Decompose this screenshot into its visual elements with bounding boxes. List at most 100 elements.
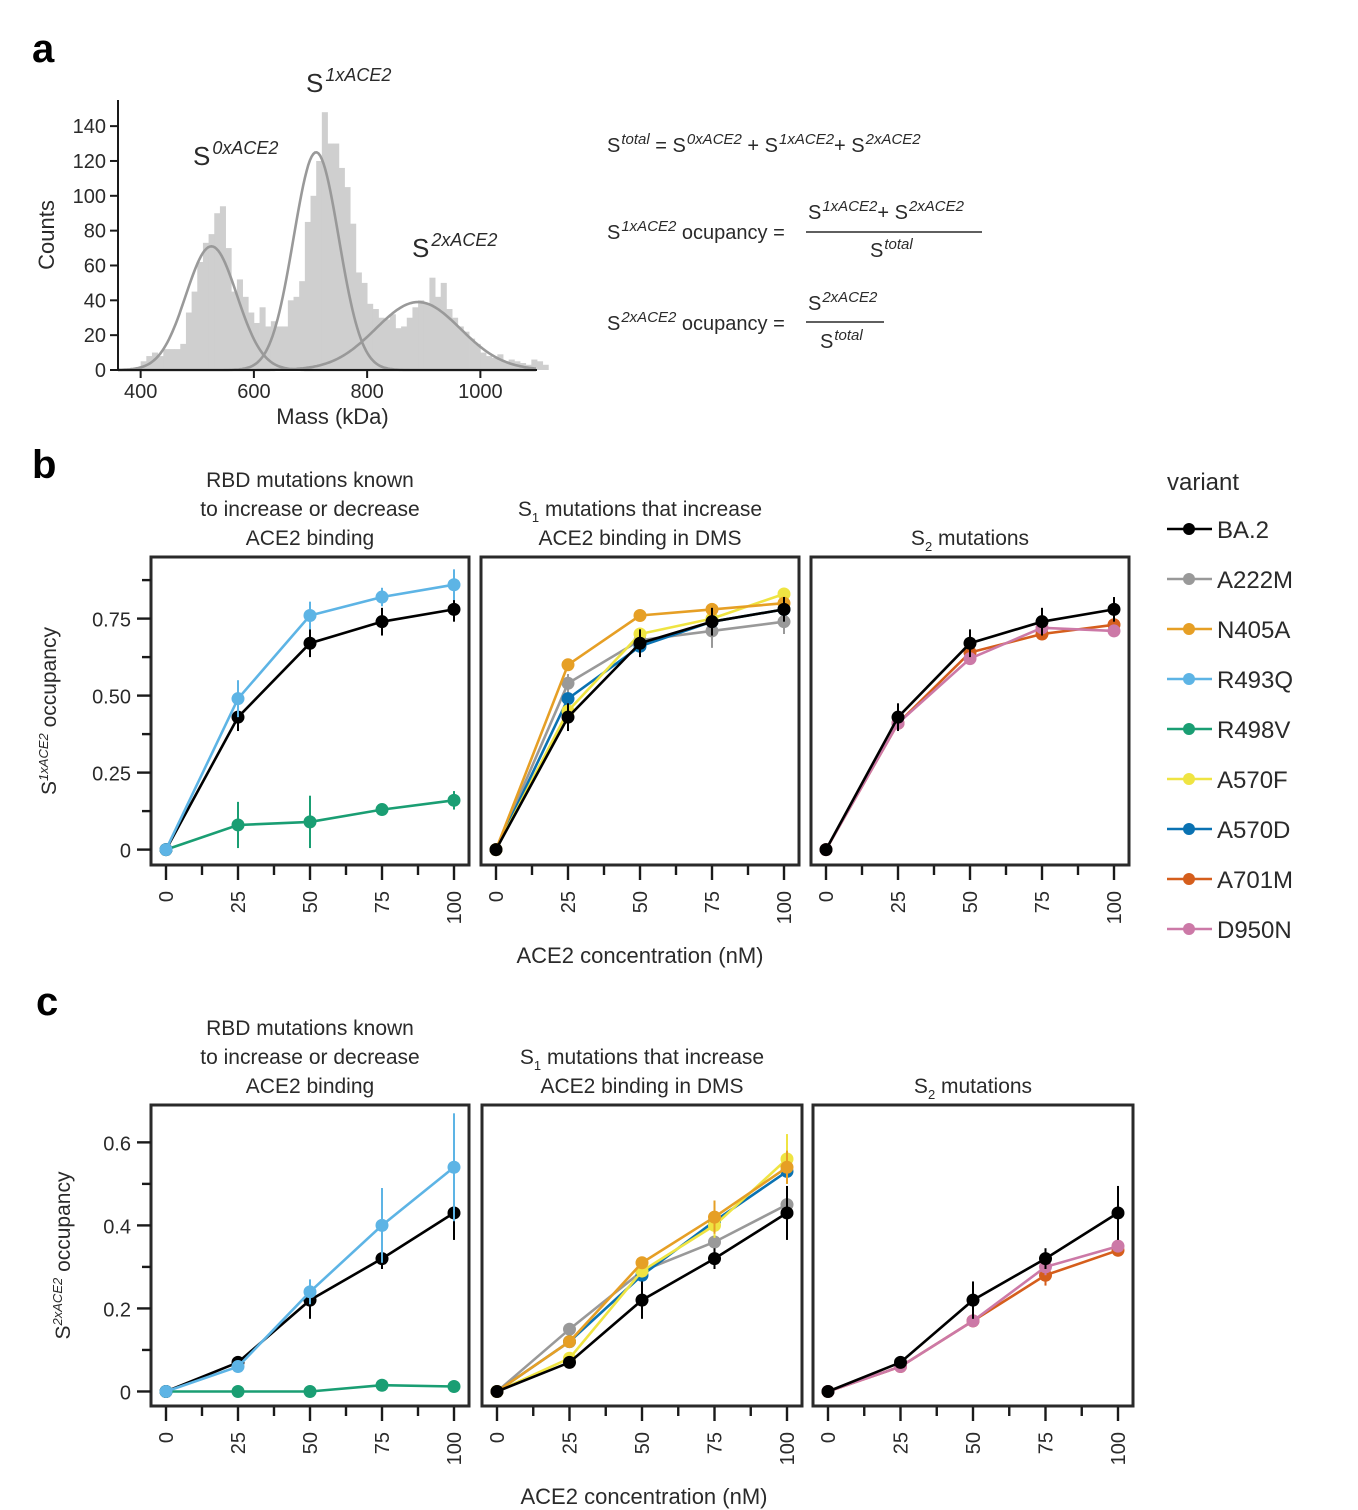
- x-axis-title: ACE2 concentration (nM): [521, 1484, 768, 1509]
- data-point: [708, 1235, 721, 1249]
- x-tick-label: 75: [1036, 1432, 1058, 1454]
- facet-frame: [479, 555, 801, 867]
- data-point: [563, 1355, 576, 1369]
- x-tick-label: 0: [156, 1432, 178, 1443]
- data-point: [490, 1384, 504, 1398]
- series-BA.2: [490, 1185, 794, 1398]
- data-point: [303, 636, 317, 650]
- histogram-bar: [344, 187, 351, 370]
- data-point: [780, 1160, 794, 1174]
- y-tick-label: 0: [120, 841, 131, 863]
- histogram-bar: [372, 309, 379, 370]
- histogram-bar: [423, 303, 430, 370]
- facet-title: RBD mutations known: [206, 1017, 414, 1040]
- x-tick-label: 100: [1108, 1432, 1130, 1465]
- series-R498V: [159, 1378, 461, 1398]
- histogram-bar: [361, 282, 368, 370]
- data-point: [375, 615, 389, 629]
- histogram-bar: [270, 321, 277, 370]
- data-point: [780, 1206, 794, 1220]
- x-tick-label: 50: [300, 891, 322, 913]
- x-tick-label: 1000: [458, 381, 503, 403]
- series-BA.2: [159, 597, 461, 857]
- equation-1x-numerator: S1xACE2+ S2xACE2: [808, 198, 965, 224]
- data-point: [1111, 1239, 1125, 1253]
- data-point: [891, 710, 905, 724]
- x-tick-label: 25: [560, 1432, 582, 1454]
- facet-frame: [149, 555, 471, 867]
- legend-marker: [1183, 623, 1195, 635]
- histogram-bar: [537, 361, 544, 370]
- equation-1x-lhs: S1xACE2 ocupancy =: [607, 218, 785, 244]
- x-tick-label: 75: [372, 891, 394, 913]
- histogram-bar: [236, 279, 243, 370]
- x-tick-label: 100: [774, 891, 796, 924]
- y-tick-label: 120: [73, 151, 106, 173]
- histogram-bar: [219, 206, 226, 370]
- equation-2x-denominator: Stotal: [820, 327, 863, 353]
- facet-title: ACE2 binding in DMS: [538, 527, 741, 550]
- legend-item-D950N: D950N: [1167, 917, 1292, 944]
- panel-letter-b: b: [32, 443, 56, 487]
- panel-c-s2x-occupancy: RBD mutations known to increase or decrea…: [50, 1017, 1135, 1509]
- facet-title: RBD mutations known: [206, 469, 414, 492]
- legend-label: D950N: [1217, 917, 1292, 944]
- legend-item-A570F: A570F: [1167, 767, 1288, 794]
- y-tick-label: 80: [84, 221, 106, 243]
- y-tick-label: 100: [73, 186, 106, 208]
- legend-item-N405A: N405A: [1167, 617, 1290, 644]
- data-point: [821, 1384, 835, 1398]
- data-point: [375, 590, 389, 604]
- x-tick-label: 25: [891, 1432, 913, 1454]
- data-point: [447, 1379, 461, 1393]
- series-R493Q: [159, 569, 461, 857]
- x-tick-label: 75: [372, 1432, 394, 1454]
- y-tick-label: 0: [120, 1382, 131, 1404]
- facet-title: ACE2 binding in DMS: [540, 1075, 743, 1098]
- data-point: [819, 843, 833, 857]
- histogram-bar: [463, 331, 470, 370]
- legend-item-A701M: A701M: [1167, 867, 1293, 894]
- y-tick-label: 40: [84, 290, 106, 312]
- data-point: [159, 843, 173, 857]
- histogram-bar: [435, 296, 442, 370]
- legend-item-A570D: A570D: [1167, 817, 1290, 844]
- legend-label: A222M: [1217, 567, 1293, 594]
- legend-marker: [1183, 673, 1195, 685]
- histogram-bar: [412, 307, 419, 370]
- data-point: [375, 1218, 389, 1232]
- data-point: [777, 587, 791, 601]
- y-tick-label: 0.2: [103, 1299, 131, 1321]
- histogram-bar: [480, 352, 487, 370]
- x-tick-label: 25: [558, 891, 580, 913]
- series-BA.2: [489, 597, 791, 857]
- histogram-bar: [418, 300, 425, 370]
- data-point: [708, 1210, 721, 1224]
- data-point: [635, 1293, 649, 1307]
- series-N405A: [490, 1150, 794, 1398]
- equation-2x-lhs: S2xACE2 ocupancy =: [607, 309, 785, 335]
- x-axis-title: Mass (kDa): [276, 404, 388, 429]
- legend-title: variant: [1167, 469, 1239, 496]
- data-point: [635, 1256, 649, 1270]
- legend-marker: [1183, 523, 1195, 535]
- facet-title: ACE2 binding: [246, 527, 374, 550]
- legend-marker: [1183, 723, 1195, 735]
- panel-letter-a: a: [32, 27, 55, 71]
- histogram-bar: [214, 213, 221, 370]
- histogram-bar: [401, 326, 408, 370]
- histogram-bar: [389, 314, 396, 370]
- peak-label-0: S 0xACE2: [193, 138, 278, 171]
- data-point: [966, 1293, 980, 1307]
- series-R498V: [159, 791, 461, 857]
- histogram-bar: [542, 364, 549, 370]
- histogram-bar: [452, 317, 459, 370]
- histogram-bar: [497, 354, 504, 370]
- data-point: [231, 1384, 245, 1398]
- histogram-bar: [384, 319, 391, 370]
- facet-0: RBD mutations known to increase or decrea…: [103, 1017, 471, 1465]
- x-tick-label: 75: [705, 1432, 727, 1454]
- facet-title: S1 mutations that increase: [518, 498, 762, 525]
